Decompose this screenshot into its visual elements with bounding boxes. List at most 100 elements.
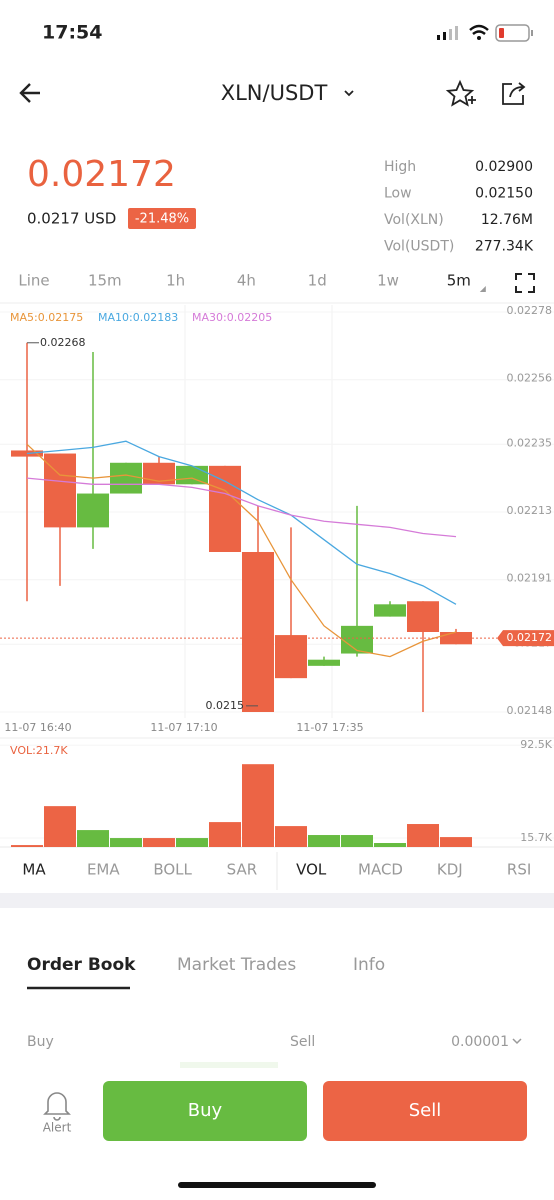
stat-label: Vol(XLN) <box>384 212 444 228</box>
x-tick-label: 11-07 17:10 <box>150 721 217 734</box>
bell-icon[interactable] <box>43 1092 71 1121</box>
candle-body <box>77 493 109 528</box>
candle-body <box>374 604 406 617</box>
volume-tick-label: 15.7K <box>520 831 552 844</box>
ma-line <box>26 477 457 538</box>
share-button[interactable] <box>502 82 526 105</box>
change-badge <box>128 208 196 229</box>
book-buy-header: Buy <box>27 1034 54 1050</box>
y-tick-label: 0.02278 <box>507 304 553 317</box>
stat-label: Vol(USDT) <box>384 239 454 255</box>
buy-label[interactable]: Buy <box>188 1100 223 1121</box>
interval-tab[interactable]: 1h <box>166 272 185 290</box>
y-tick-label: 0.02191 <box>507 572 553 585</box>
last-price-tag <box>497 630 554 647</box>
book-sell-header: Sell <box>290 1034 315 1050</box>
stat-value: 0.02150 <box>475 186 533 202</box>
change-text: -21.48% <box>135 212 189 227</box>
candle-body <box>341 625 373 654</box>
stat-value: 0.02900 <box>475 159 533 175</box>
ma-line <box>26 440 457 605</box>
volume-bar <box>110 838 142 847</box>
candle-body <box>143 462 175 485</box>
candle-body <box>209 465 241 552</box>
indicator-tab[interactable]: BOLL <box>153 861 192 879</box>
candle-body <box>176 465 208 485</box>
section-gap <box>0 893 554 908</box>
volume-bar <box>407 824 439 847</box>
stat-label: High <box>384 159 416 175</box>
interval-tab[interactable]: Line <box>18 272 49 290</box>
sell-label[interactable]: Sell <box>409 1100 442 1121</box>
volume-bar <box>275 826 307 847</box>
y-tick-label: 0.02256 <box>507 372 553 385</box>
precision-select[interactable]: 0.00001 <box>451 1034 509 1050</box>
volume-bar <box>308 835 340 847</box>
usd-price: 0.0217 USD <box>27 210 116 228</box>
alert-label[interactable]: Alert <box>43 1121 72 1135</box>
volume-bar <box>440 837 472 847</box>
stat-value: 12.76M <box>481 212 533 228</box>
indicator-tab[interactable]: MACD <box>358 861 403 879</box>
candle-body <box>275 635 307 679</box>
depth-bar <box>180 1062 278 1068</box>
stat-label: Low <box>384 186 412 202</box>
volume-bar <box>44 806 76 847</box>
precision-chevron[interactable] <box>512 1038 522 1045</box>
candle-body <box>110 462 142 494</box>
back-button[interactable] <box>19 83 40 103</box>
x-tick-label: 11-07 16:40 <box>4 721 71 734</box>
pair-chevron[interactable] <box>344 90 354 97</box>
indicator-tab[interactable]: RSI <box>507 861 531 879</box>
legend-entry: MA5:0.02175 <box>10 311 83 324</box>
volume-bar <box>209 822 241 847</box>
interval-tab[interactable]: 1d <box>308 272 327 290</box>
low-marker-label: 0.0215 <box>206 699 245 712</box>
legend-entry: MA10:0.02183 <box>98 311 178 324</box>
interval-tab[interactable]: 4h <box>237 272 256 290</box>
interval-tab[interactable]: 1w <box>377 272 399 290</box>
indicator-tab[interactable]: KDJ <box>437 861 463 879</box>
volume-bar <box>11 845 43 847</box>
volume-tick-label: 92.5K <box>520 738 552 751</box>
volume-bar <box>143 838 175 847</box>
buy-button[interactable] <box>103 1081 307 1141</box>
interval-tab[interactable]: 15m <box>88 272 122 290</box>
indicator-tab[interactable]: MA <box>22 861 46 879</box>
volume-bar <box>242 764 274 847</box>
last-price: 0.02172 <box>27 154 176 195</box>
last-price-label: 0.02172 <box>507 631 553 644</box>
volume-bar <box>176 838 208 847</box>
x-tick-label: 11-07 17:35 <box>296 721 363 734</box>
section-tab[interactable]: Market Trades <box>177 955 296 975</box>
pair-title[interactable]: XLN/USDT <box>221 81 328 105</box>
candle-body <box>407 601 439 632</box>
stat-value: 277.34K <box>475 239 534 255</box>
status-icons <box>437 24 533 42</box>
section-tab[interactable]: Order Book <box>27 955 136 975</box>
ma-line <box>26 443 457 658</box>
candle-body <box>242 552 274 712</box>
section-tab[interactable]: Info <box>353 955 385 975</box>
volume-bar <box>341 835 373 847</box>
volume-label: VOL:21.7K <box>10 744 68 757</box>
high-marker-label: 0.02268 <box>40 336 86 349</box>
indicator-tab[interactable]: SAR <box>227 861 257 879</box>
legend-entry: MA30:0.02205 <box>192 311 272 324</box>
y-tick-label: 0.02235 <box>507 436 553 449</box>
volume-bar <box>374 843 406 847</box>
indicator-tab[interactable]: VOL <box>296 861 327 879</box>
status-time: 17:54 <box>42 22 102 44</box>
indicator-tab[interactable]: EMA <box>87 861 120 879</box>
interval-tab[interactable]: 5m <box>447 272 471 290</box>
alert-button[interactable]: Alert <box>43 1092 72 1135</box>
interval-dropdown[interactable] <box>479 286 486 292</box>
sell-button[interactable] <box>323 1081 527 1141</box>
y-tick-label: 0.02213 <box>507 504 553 517</box>
volume-bar <box>77 830 109 847</box>
candle-body <box>308 659 340 666</box>
fullscreen-button[interactable] <box>515 273 535 293</box>
home-indicator <box>178 1182 376 1188</box>
favorite-button[interactable] <box>445 79 476 107</box>
